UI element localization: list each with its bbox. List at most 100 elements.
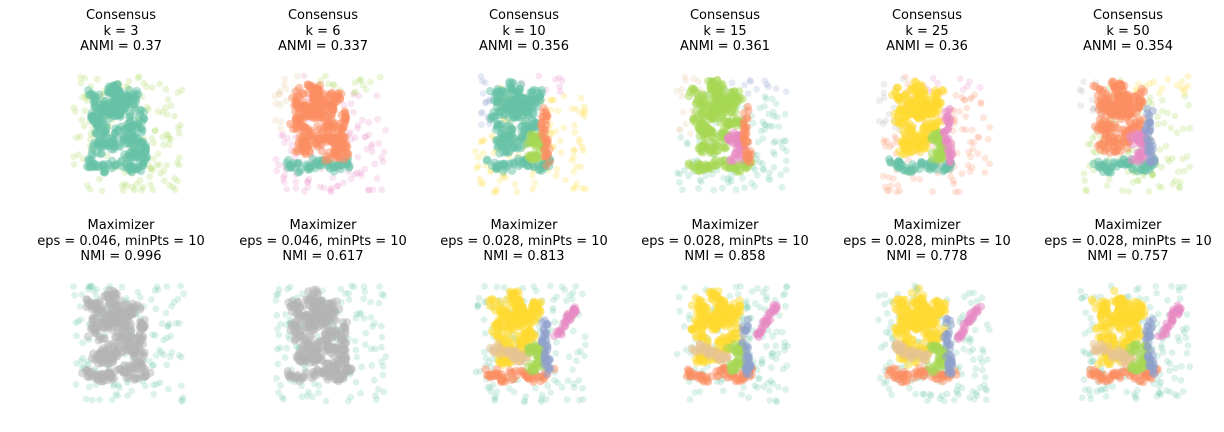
curves-point xyxy=(499,111,509,120)
noise-point xyxy=(378,186,385,194)
noise-point xyxy=(975,134,983,141)
curves-point xyxy=(87,89,96,98)
noise-point xyxy=(763,95,770,103)
noise-point xyxy=(135,73,143,80)
noise-point xyxy=(472,147,479,155)
noise-point xyxy=(163,111,171,118)
noise-point xyxy=(1184,82,1192,90)
curves-point xyxy=(315,91,324,101)
curves-point xyxy=(717,108,726,117)
noise-point xyxy=(1080,170,1088,177)
curves-point xyxy=(1097,109,1106,118)
noise-point xyxy=(475,162,482,170)
noise-point xyxy=(163,130,170,138)
noise-point xyxy=(952,92,960,99)
curves-point xyxy=(91,328,100,338)
noise-point xyxy=(579,147,587,154)
noise-point xyxy=(322,72,329,80)
noise-point xyxy=(761,77,769,84)
noise-point xyxy=(282,85,290,93)
noise-point xyxy=(1131,85,1139,93)
noise-point xyxy=(956,108,963,115)
noise-point xyxy=(1156,146,1164,153)
noise-point xyxy=(682,120,690,128)
noise-point xyxy=(79,339,86,347)
noise-point xyxy=(288,141,296,148)
noise-point xyxy=(770,139,778,147)
noise-point xyxy=(365,131,373,139)
noise-point xyxy=(477,109,485,117)
scatter-plot xyxy=(472,72,590,196)
subplot-title-line: ANMI = 0.354 xyxy=(1082,39,1174,54)
noise-point xyxy=(474,303,481,311)
noise-point xyxy=(148,134,156,142)
noise-point xyxy=(138,186,146,194)
noise-point xyxy=(771,138,779,145)
noise-point xyxy=(755,158,763,166)
bottom-point xyxy=(339,372,348,382)
noise-point xyxy=(292,178,299,186)
noise-point xyxy=(361,288,369,295)
noise-point xyxy=(1148,172,1156,180)
curves-point xyxy=(313,122,322,131)
noise-point xyxy=(322,397,330,405)
noise-point xyxy=(148,167,156,174)
noise-point xyxy=(327,186,334,194)
noise-point xyxy=(360,295,367,303)
noise-point xyxy=(330,82,338,89)
subplot-7: Maximizer eps = 0.046, minPts = 10 NMI = 0… xyxy=(20,218,222,418)
noise-point xyxy=(1181,84,1189,92)
noise-point xyxy=(96,175,103,183)
curves-point xyxy=(124,317,133,326)
noise-point xyxy=(1090,147,1097,155)
noise-point xyxy=(563,297,570,305)
noise-point xyxy=(157,169,165,177)
subplot-title-line: ANMI = 0.337 xyxy=(277,39,369,54)
noise-point xyxy=(960,96,968,104)
curves-point xyxy=(110,103,120,112)
noise-point xyxy=(348,135,355,143)
curves-point xyxy=(1112,129,1121,138)
noise-point xyxy=(123,182,131,190)
scatter-plot xyxy=(1076,72,1194,195)
noise-point xyxy=(1088,96,1096,104)
curves-point xyxy=(905,139,915,148)
noise-point xyxy=(273,325,281,333)
noise-point xyxy=(573,180,580,187)
subplot-title-line: ANMI = 0.361 xyxy=(679,39,771,54)
noise-point xyxy=(747,78,754,85)
curves-point xyxy=(314,296,323,305)
noise-point xyxy=(359,116,366,124)
noise-point xyxy=(349,108,357,116)
noise-point xyxy=(1171,177,1179,185)
noise-point xyxy=(974,150,982,158)
curves-point xyxy=(936,98,946,108)
noise-point xyxy=(955,188,963,196)
noise-point xyxy=(566,291,574,299)
noise-point xyxy=(697,178,705,185)
noise-point xyxy=(579,395,587,403)
curves-point xyxy=(906,147,916,156)
noise-point xyxy=(146,358,154,365)
noise-point xyxy=(947,173,955,181)
noise-point xyxy=(478,137,486,145)
noise-point xyxy=(577,94,585,102)
noise-point xyxy=(347,175,355,183)
noise-point xyxy=(280,178,288,186)
noise-point xyxy=(149,186,157,194)
noise-point xyxy=(274,290,282,298)
bottom-point xyxy=(295,167,304,176)
noise-point xyxy=(500,284,508,292)
subplot-title: Consensus k = 3 ANMI = 0.37 xyxy=(20,8,222,55)
noise-point xyxy=(552,349,560,357)
noise-point xyxy=(1186,124,1194,132)
bottom-point xyxy=(493,161,502,171)
box-point xyxy=(122,364,133,374)
curves-point xyxy=(500,94,509,103)
noise-point xyxy=(568,296,576,303)
box-point xyxy=(928,132,938,143)
noise-point xyxy=(345,296,353,303)
box-point xyxy=(328,137,338,148)
noise-point xyxy=(278,393,286,401)
curves-point xyxy=(307,339,316,348)
